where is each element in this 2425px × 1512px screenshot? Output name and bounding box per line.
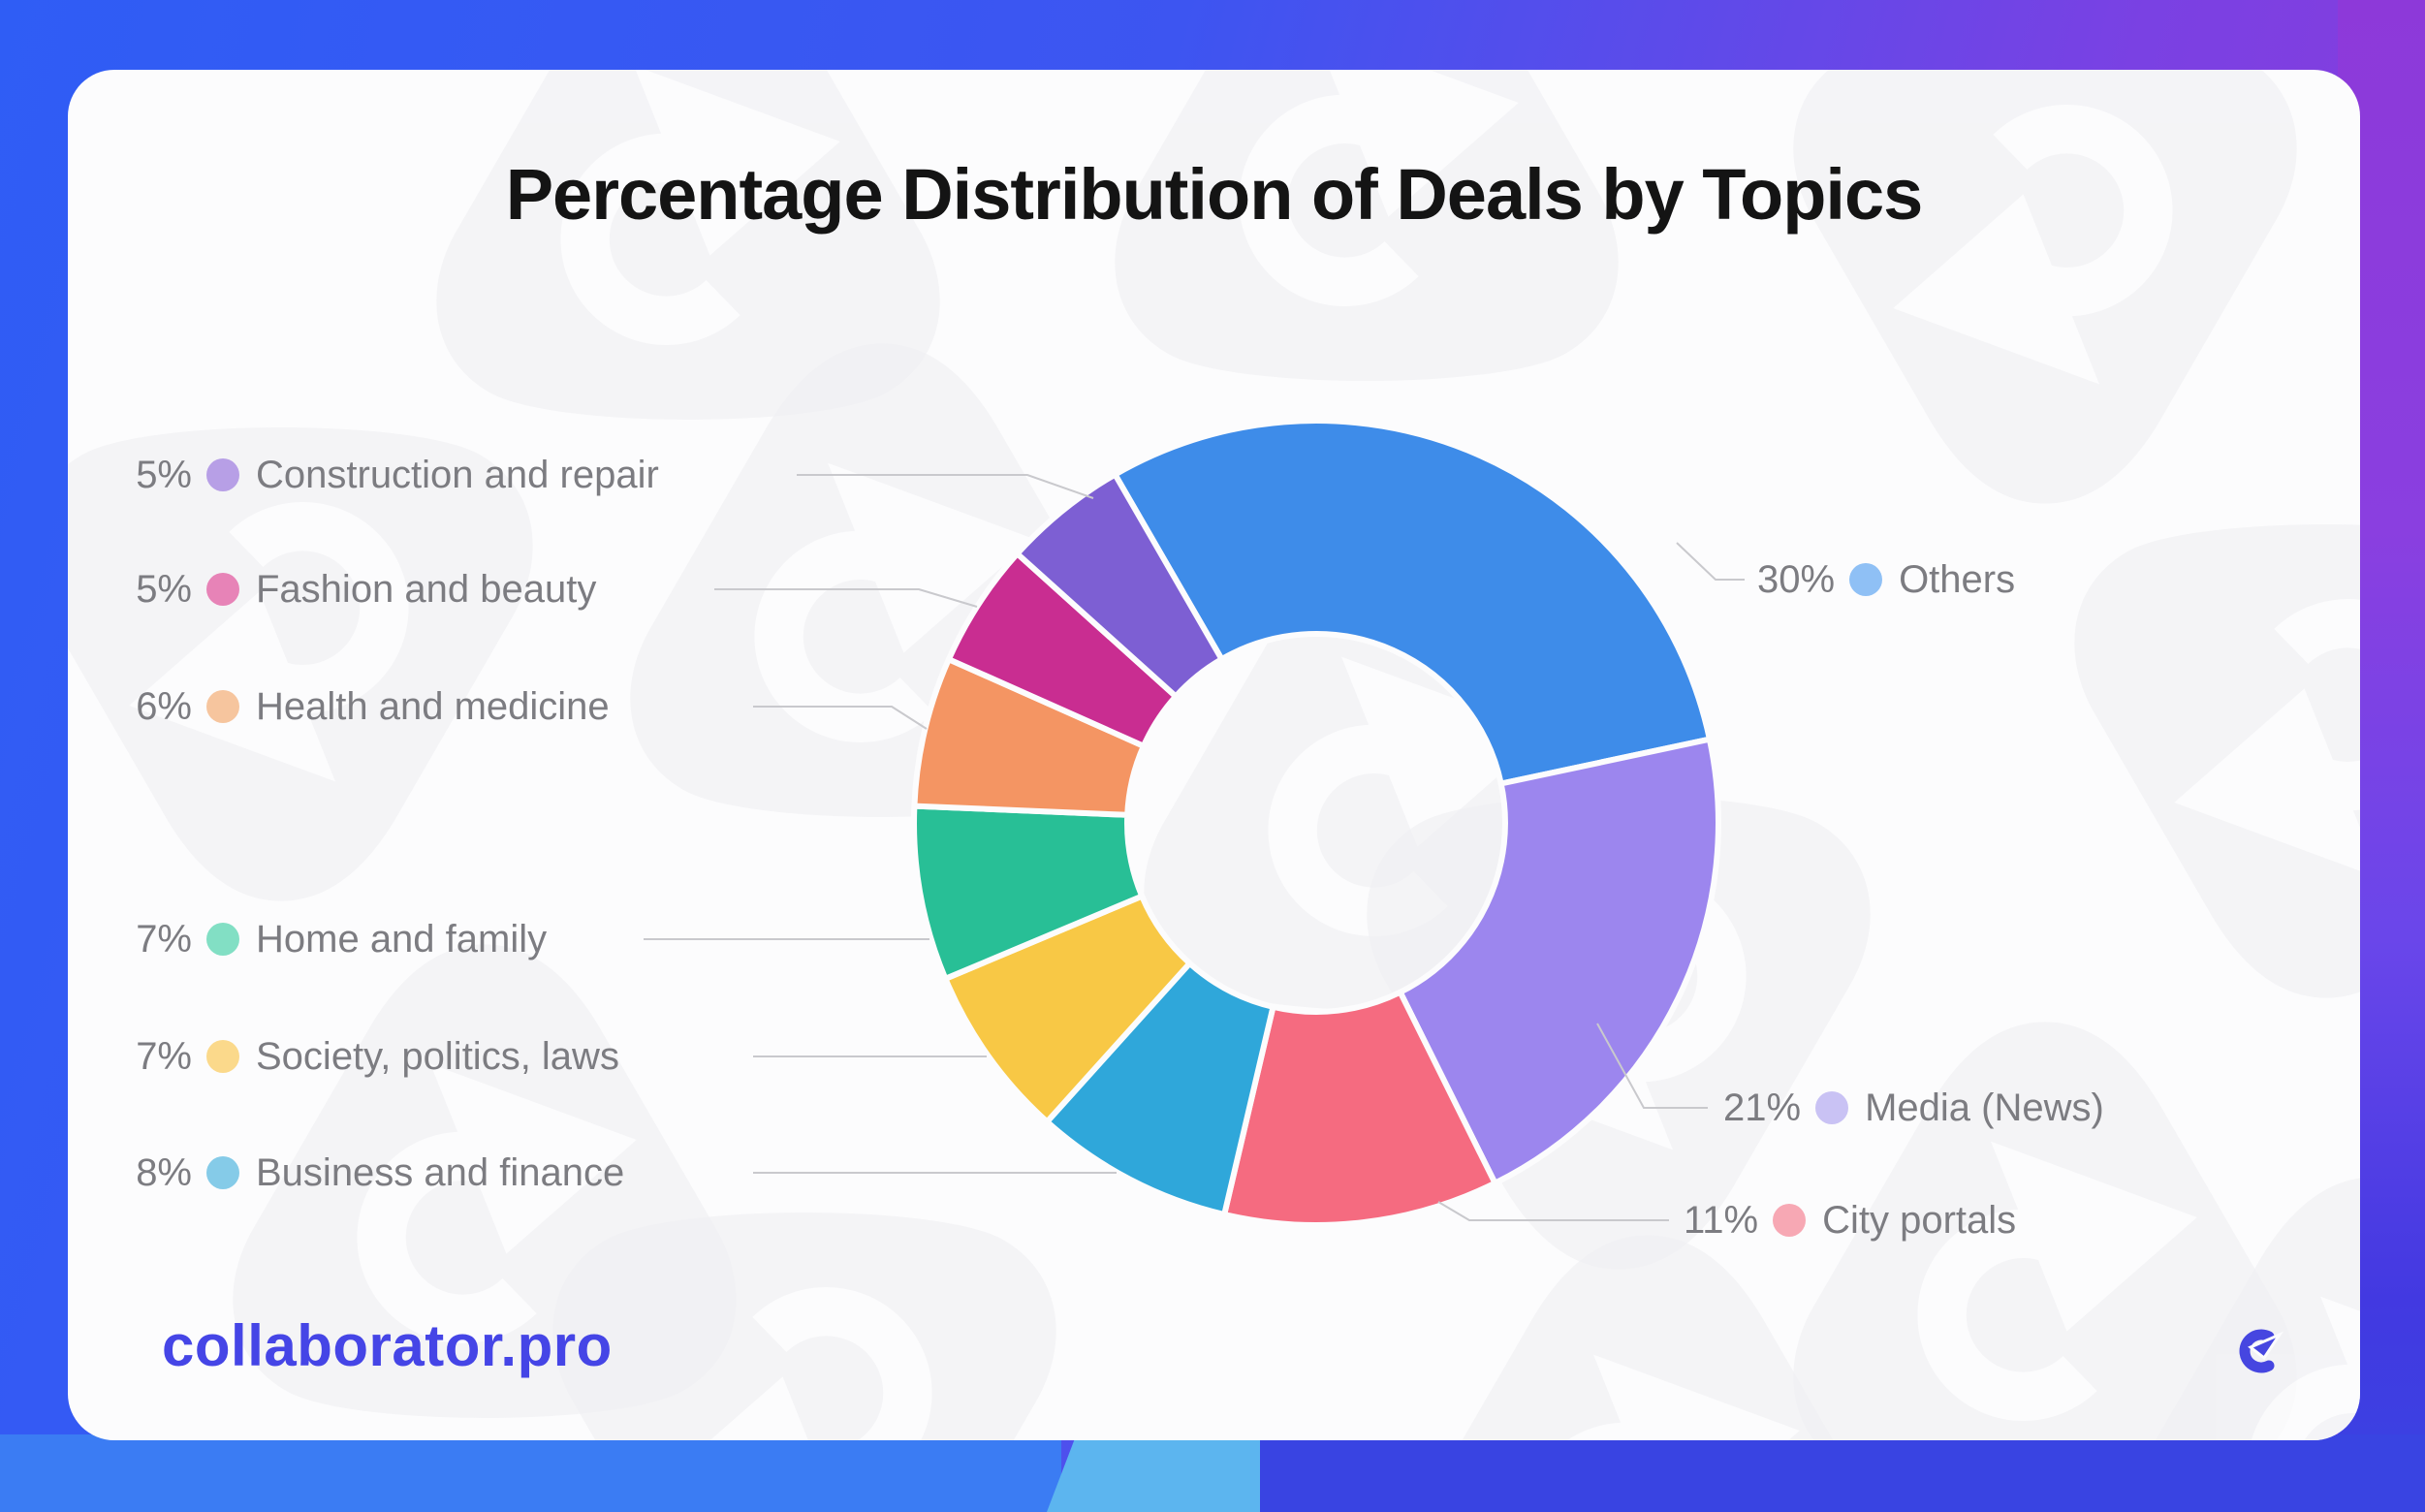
legend-dot-icon <box>1773 1204 1807 1237</box>
leader-line-media-news- <box>1596 1023 1708 1109</box>
legend-dot-icon <box>206 458 239 491</box>
background-bottom-lightblue-strip <box>1047 1434 1275 1512</box>
legend-label: Home and family <box>256 917 548 961</box>
legend-dot-icon <box>206 573 239 606</box>
legend-percent: 30% <box>1757 557 1836 601</box>
legend-percent: 7% <box>136 917 192 961</box>
legend-label: Business and finance <box>256 1150 625 1194</box>
donut-slice-city-portals <box>1221 989 1498 1228</box>
legend-item-city-portals: 11% City portals <box>1684 1193 2016 1247</box>
legend-dot-icon <box>206 923 239 956</box>
donut-slice-others <box>1112 418 1713 787</box>
legend-label: Health and medicine <box>256 684 610 728</box>
legend-item-health-and-medicine: 6% Health and medicine <box>90 679 610 734</box>
legend-item-construction-and-repair: 5% Construction and repair <box>90 448 659 502</box>
legend-percent: 11% <box>1684 1198 1759 1242</box>
legend-label: Media (News) <box>1865 1086 2104 1129</box>
legend-item-business-and-finance: 8% Business and finance <box>90 1146 624 1200</box>
legend-item-media-news-: 21% Media (News) <box>1723 1081 2104 1135</box>
legend-percent: 5% <box>136 453 192 496</box>
legend-percent: 5% <box>136 567 192 611</box>
legend-dot-icon <box>206 690 239 723</box>
legend-dot-icon <box>206 1156 239 1189</box>
leader-line-health-and-medicine <box>753 706 928 730</box>
brand-logo-icon <box>2239 1329 2284 1373</box>
background-bottom-royal-strip <box>1260 1434 2425 1512</box>
brand-wordmark: collaborator.pro <box>162 1313 613 1378</box>
legend-percent: 21% <box>1723 1086 1802 1129</box>
legend-label: Construction and repair <box>256 453 659 496</box>
legend-label: Others <box>1899 557 2016 601</box>
background-bottom-left-strip <box>0 1434 1061 1512</box>
donut-slice-construction-and-repair <box>1014 471 1225 700</box>
leader-line-fashion-and-beauty <box>714 588 978 608</box>
legend-percent: 7% <box>136 1034 192 1078</box>
legend-item-home-and-family: 7% Home and family <box>90 912 547 966</box>
legend-dot-icon <box>1849 563 1883 596</box>
donut-slice-media-news- <box>1397 736 1721 1186</box>
legend-dot-icon <box>1815 1091 1849 1124</box>
chart-title: Percentage Distribution of Deals by Topi… <box>505 154 1924 235</box>
infographic-card: Percentage Distribution of Deals by Topi… <box>68 70 2360 1440</box>
legend-dot-icon <box>206 1040 239 1073</box>
leader-line-city-portals <box>1437 1201 1669 1221</box>
legend-label: City portals <box>1822 1198 2017 1242</box>
leader-line-construction-and-repair <box>797 474 1094 499</box>
legend-label: Society, politics, laws <box>256 1034 619 1078</box>
legend-label: Fashion and beauty <box>256 567 597 611</box>
legend-item-fashion-and-beauty: 5% Fashion and beauty <box>90 562 596 616</box>
leader-line-others <box>1676 542 1745 581</box>
legend-percent: 6% <box>136 684 192 728</box>
donut-chart <box>644 418 1745 1228</box>
legend-percent: 8% <box>136 1150 192 1194</box>
legend-item-society-politics-laws: 7% Society, politics, laws <box>90 1029 619 1084</box>
legend-item-others: 30% Others <box>1757 552 2015 607</box>
